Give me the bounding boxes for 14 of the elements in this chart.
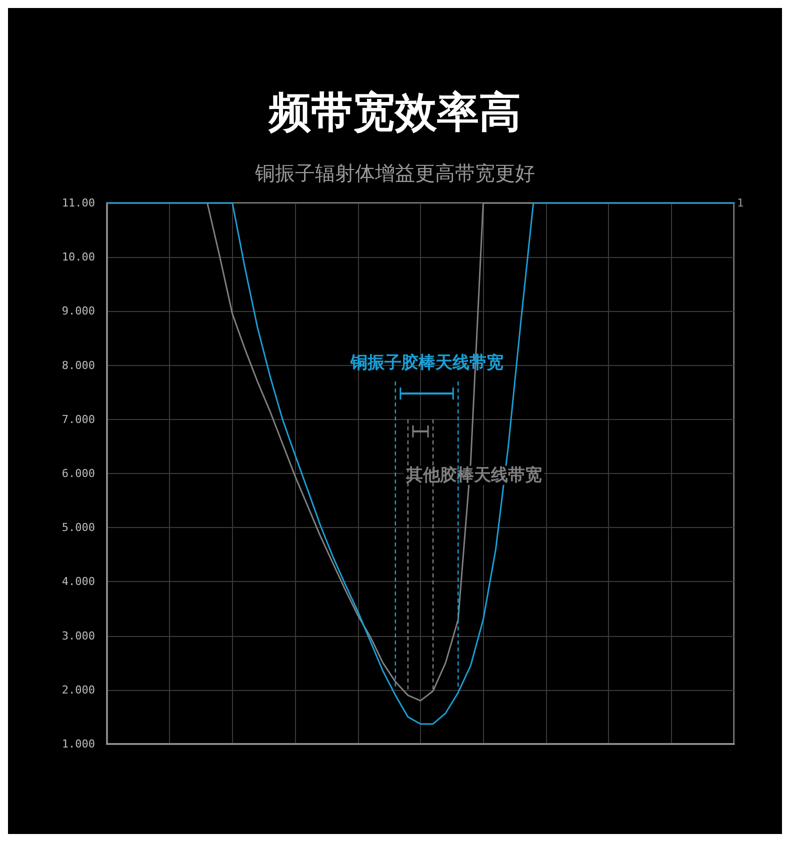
y-tick-label: 7.000 — [62, 412, 95, 426]
y-tick-label: 8.000 — [62, 358, 95, 372]
y-tick-label: 9.000 — [62, 304, 95, 318]
text: 1 — [737, 196, 744, 210]
chart-subtitle: 铜振子辐射体增益更高带宽更好 — [254, 161, 535, 185]
y-tick-label: 4.000 — [62, 575, 95, 588]
y-tick-label: 11.00 — [62, 196, 95, 210]
y-tick-label: 5.000 — [62, 521, 95, 534]
y-tick-label: 2.000 — [62, 683, 95, 696]
y-tick-label: 10.00 — [62, 250, 95, 264]
y-tick-label: 6.000 — [62, 467, 95, 480]
y-tick-label: 3.000 — [62, 629, 95, 642]
y-tick-label: 1.000 — [62, 738, 95, 750]
chart-title: 频带宽效率高 — [268, 88, 521, 136]
